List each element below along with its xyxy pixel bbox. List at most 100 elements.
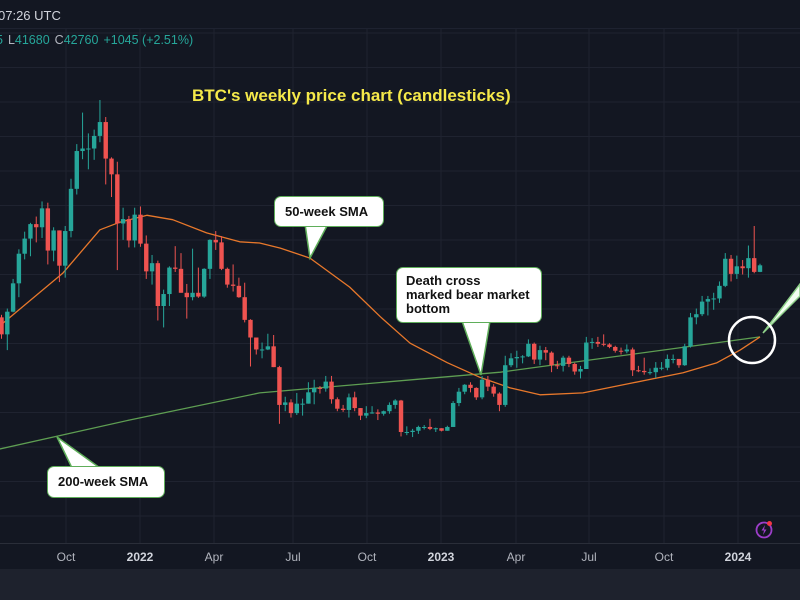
candle-body [0,317,4,335]
candle-body [503,365,508,405]
candle-body [22,238,27,254]
candle-body [346,397,352,410]
candle [132,207,137,248]
legend-low-label: L [7,33,15,47]
candle-body [410,430,415,433]
candle-body [288,402,294,414]
candle [190,248,195,301]
bottom-panel [0,569,800,600]
candle-body [97,122,103,136]
candle [474,387,479,400]
candle [97,100,103,143]
candle-body [358,408,363,416]
candle [387,402,392,414]
candle [699,295,705,317]
time-axis[interactable]: Oct 2022 Apr Jul Oct 2023 Apr Jul Oct 2024 [0,543,800,570]
candle [311,379,317,405]
candle [705,295,711,316]
candle [68,178,74,238]
candle-body [555,365,560,367]
candle [91,129,97,160]
candle-body [740,266,745,269]
candle-body [757,265,763,272]
candle-body [340,408,346,410]
candle [757,263,763,273]
candle [167,266,172,307]
lightning-bolt-icon[interactable] [754,519,774,539]
candle [294,392,299,415]
candle [734,255,740,279]
legend-close-label: C [54,33,64,47]
candle-body [259,349,265,351]
candle [369,406,375,414]
candle-body [236,285,242,298]
candle [416,425,421,434]
candle [265,333,271,351]
candle [34,216,39,243]
x-tick-label: Oct [654,550,674,564]
candle [173,246,178,272]
candle-body [173,267,178,269]
candle-body [439,428,444,431]
candle-body [398,400,404,433]
candle-body [659,367,664,369]
candle [723,253,728,288]
candle-body [699,301,705,315]
legend-low: 41680 [14,33,50,47]
candle-body [618,350,624,352]
candle-body [5,311,10,335]
candle-body [80,148,85,152]
candle [497,392,502,412]
candle-body [242,297,247,320]
legend-change: +1045 (+2.51%) [103,33,194,47]
candle-body [51,230,56,251]
candle-body [723,258,728,286]
candle-body [271,346,276,368]
candle-body [746,258,751,269]
candle [642,357,647,375]
candle [520,355,525,364]
price-chart[interactable] [0,0,800,543]
candle [526,339,531,358]
candle [503,355,508,407]
legend-close: 42760 [63,33,99,47]
candle-body [190,292,195,298]
candle [45,202,51,265]
candle [404,426,410,436]
candle-body [584,342,589,370]
sma200-series [0,336,761,450]
candle [201,268,207,298]
x-tick-label: 2023 [427,550,455,564]
candle [300,398,305,416]
candle-body [364,413,369,416]
candle [630,347,635,376]
candle-body [630,349,635,371]
candle [439,428,444,432]
candle [514,350,520,368]
candle [335,397,340,412]
candle [589,338,595,349]
candle-body [613,346,618,351]
chart-title: BTC's weekly price chart (candlesticks) [192,86,511,105]
candle [242,282,247,323]
candle [74,144,79,195]
candle-body [323,381,328,389]
candle-body [705,299,711,302]
top-bar: 07:26 UTC [0,0,800,29]
candle [508,353,514,368]
candle [445,425,450,431]
candle-body [294,403,299,414]
candle [109,157,114,198]
candle [63,226,68,278]
candle-body [155,263,161,307]
candle-body [311,387,317,393]
x-tick-label: 2022 [126,550,154,564]
candle [375,409,381,421]
candle-body [248,319,253,338]
candle [225,267,230,288]
candle-body [167,267,172,295]
candle-body [381,411,386,414]
candle-body [254,337,259,350]
candle [433,427,438,433]
candle [393,399,398,409]
